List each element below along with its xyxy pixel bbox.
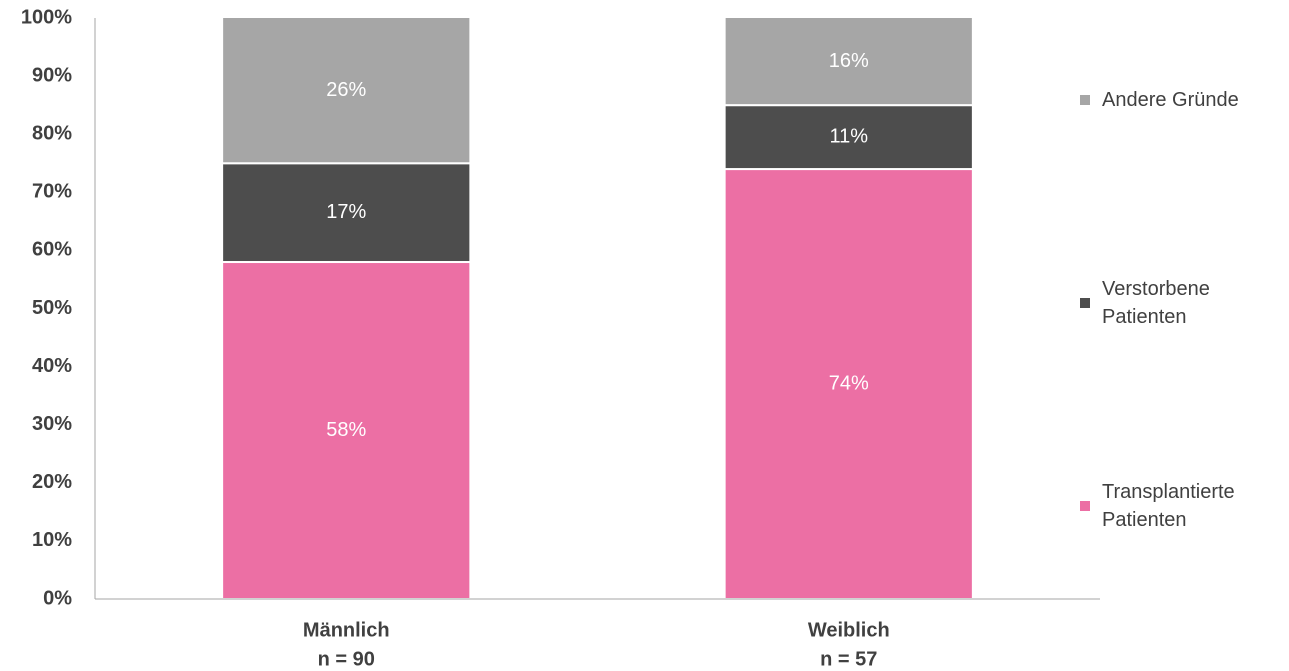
y-tick-label: 0% — [43, 587, 72, 609]
legend-item: Transplantierte Patienten — [1080, 478, 1270, 534]
y-tick-label: 40% — [32, 355, 72, 377]
bar-segment — [221, 18, 472, 165]
legend-item: Andere Gründe — [1080, 86, 1270, 114]
x-tick-label: Weiblich — [808, 619, 890, 641]
y-tick-label: 30% — [32, 413, 72, 435]
legend-swatch — [1080, 95, 1090, 105]
x-tick-label: Männlich — [303, 619, 390, 641]
y-tick-label: 60% — [32, 239, 72, 261]
y-tick-label: 100% — [21, 6, 72, 28]
y-tick-label: 20% — [32, 471, 72, 493]
data-label: 16% — [829, 50, 869, 72]
legend-swatch — [1080, 501, 1090, 511]
data-label: 26% — [326, 79, 366, 101]
bar-segment — [723, 168, 974, 599]
legend-label: Andere Gründe — [1102, 89, 1239, 111]
legend-item: Verstorbene Patienten — [1080, 275, 1270, 331]
legend-label: Verstorbene Patienten — [1102, 278, 1210, 328]
y-tick-label: 80% — [32, 122, 72, 144]
legend-swatch — [1080, 298, 1090, 308]
legend-label: Transplantierte Patienten — [1102, 481, 1235, 531]
y-tick-label: 50% — [32, 297, 72, 319]
data-label: 11% — [829, 125, 868, 147]
x-tick-note: n = 90 — [318, 648, 375, 670]
x-tick-note: n = 57 — [820, 648, 877, 670]
y-tick-label: 90% — [32, 64, 72, 86]
bar-segment — [221, 261, 472, 599]
bar-segment — [221, 162, 472, 264]
data-label: 74% — [829, 372, 869, 394]
bar-segment — [723, 18, 974, 107]
y-tick-label: 70% — [32, 181, 72, 203]
data-label: 17% — [326, 201, 366, 223]
y-tick-label: 10% — [32, 529, 72, 551]
data-label: 58% — [326, 419, 366, 441]
plot-area — [221, 18, 974, 599]
